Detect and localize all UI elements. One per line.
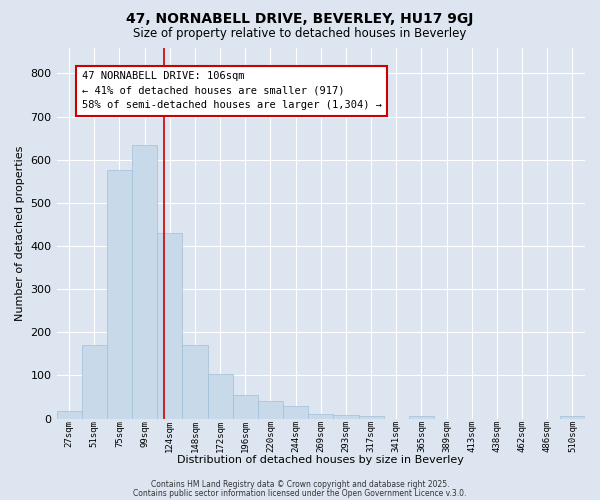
Bar [56, 411, 82, 418]
Bar [359, 416, 383, 418]
Bar [560, 416, 585, 418]
Bar [283, 406, 308, 418]
Bar [233, 395, 258, 418]
Bar [157, 233, 182, 418]
X-axis label: Distribution of detached houses by size in Beverley: Distribution of detached houses by size … [178, 455, 464, 465]
Text: Contains HM Land Registry data © Crown copyright and database right 2025.: Contains HM Land Registry data © Crown c… [151, 480, 449, 489]
Bar [82, 345, 107, 418]
Text: 47 NORNABELL DRIVE: 106sqm
← 41% of detached houses are smaller (917)
58% of sem: 47 NORNABELL DRIVE: 106sqm ← 41% of deta… [82, 71, 382, 110]
Text: Size of property relative to detached houses in Beverley: Size of property relative to detached ho… [133, 28, 467, 40]
Bar [308, 414, 334, 418]
Text: Contains public sector information licensed under the Open Government Licence v.: Contains public sector information licen… [133, 488, 467, 498]
Bar [334, 415, 359, 418]
Text: 47, NORNABELL DRIVE, BEVERLEY, HU17 9GJ: 47, NORNABELL DRIVE, BEVERLEY, HU17 9GJ [127, 12, 473, 26]
Bar [409, 416, 434, 418]
Y-axis label: Number of detached properties: Number of detached properties [15, 146, 25, 320]
Bar [258, 402, 283, 418]
Bar [107, 170, 132, 418]
Bar [208, 374, 233, 418]
Bar [182, 345, 208, 418]
Bar [132, 144, 157, 418]
